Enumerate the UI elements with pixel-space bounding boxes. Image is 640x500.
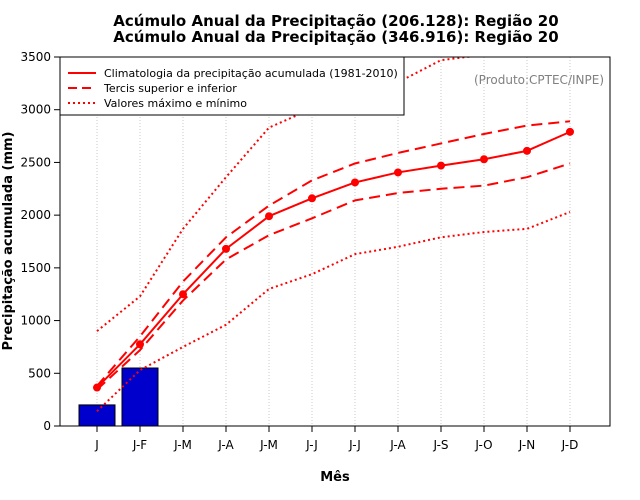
series-point-0-6 bbox=[351, 178, 359, 187]
legend-label-climatology: Climatologia da precipitação acumulada (… bbox=[104, 67, 398, 80]
series-line-4 bbox=[96, 211, 571, 412]
series-point-0-0 bbox=[93, 383, 101, 392]
x-tick-label-6: J-J bbox=[348, 438, 361, 452]
y-tick-label-0: 0 bbox=[43, 419, 51, 433]
chart-title-2: Acúmulo Anual da Precipitação (346.916):… bbox=[113, 28, 558, 46]
series-point-0-11 bbox=[566, 127, 574, 136]
series-point-0-5 bbox=[308, 194, 316, 203]
x-tick-label-10: J-N bbox=[518, 438, 535, 452]
series-point-0-2 bbox=[179, 290, 187, 299]
legend-label-extremes: Valores máximo e mínimo bbox=[104, 97, 247, 110]
bar-series bbox=[78, 367, 159, 427]
series-point-0-7 bbox=[394, 168, 402, 177]
y-tick-label-3: 1500 bbox=[20, 261, 51, 275]
series-point-0-8 bbox=[437, 161, 445, 170]
series-point-0-4 bbox=[265, 212, 273, 221]
x-tick-label-5: J-J bbox=[305, 438, 318, 452]
y-tick-label-1: 500 bbox=[28, 366, 51, 380]
series-line-1 bbox=[96, 120, 571, 387]
legend: Climatologia da precipitação acumulada (… bbox=[59, 56, 405, 116]
y-axis-label: Precipitação acumulada (mm) bbox=[1, 132, 16, 351]
series-point-0-3 bbox=[222, 244, 230, 253]
y-tick-label-6: 3000 bbox=[20, 103, 51, 117]
x-tick-label-3: J-A bbox=[217, 438, 234, 452]
x-tick-label-9: J-O bbox=[474, 438, 492, 452]
x-tick-label-11: J-D bbox=[561, 438, 579, 452]
legend-box bbox=[59, 56, 405, 116]
y-tick-label-2: 1000 bbox=[20, 314, 51, 328]
series-line-2 bbox=[96, 162, 571, 391]
series-point-0-9 bbox=[480, 155, 488, 164]
x-tick-label-2: J-M bbox=[173, 438, 192, 452]
x-tick-label-1: J-F bbox=[132, 438, 147, 452]
y-axis: 0 500 1000 1500 2000 2500 3000 3500 bbox=[20, 50, 60, 433]
bar-0 bbox=[78, 404, 116, 427]
y-tick-label-5: 2500 bbox=[20, 155, 51, 169]
x-tick-label-0: J bbox=[94, 438, 99, 452]
x-axis-label: Mês bbox=[320, 470, 350, 485]
bar-1 bbox=[121, 367, 159, 427]
chart-title-1: Acúmulo Anual da Precipitação (206.128):… bbox=[113, 12, 558, 30]
line-series bbox=[93, 57, 574, 412]
x-tick-label-8: J-S bbox=[432, 438, 448, 452]
product-credit: (Produto:CPTEC/INPE) bbox=[474, 73, 604, 87]
series-point-0-10 bbox=[523, 146, 531, 155]
y-tick-label-7: 3500 bbox=[20, 50, 51, 64]
y-tick-label-4: 2000 bbox=[20, 208, 51, 222]
x-tick-label-4: J-M bbox=[259, 438, 278, 452]
series-point-0-1 bbox=[136, 340, 144, 349]
x-axis: J J-F J-M J-A J-M J-J J-J J-A J-S J-O J-N J-D bbox=[94, 426, 578, 452]
series-line-0 bbox=[96, 130, 571, 389]
x-tick-label-7: J-A bbox=[389, 438, 406, 452]
series-line-3 bbox=[96, 57, 476, 332]
legend-label-tercis: Tercis superior e inferior bbox=[103, 82, 237, 95]
